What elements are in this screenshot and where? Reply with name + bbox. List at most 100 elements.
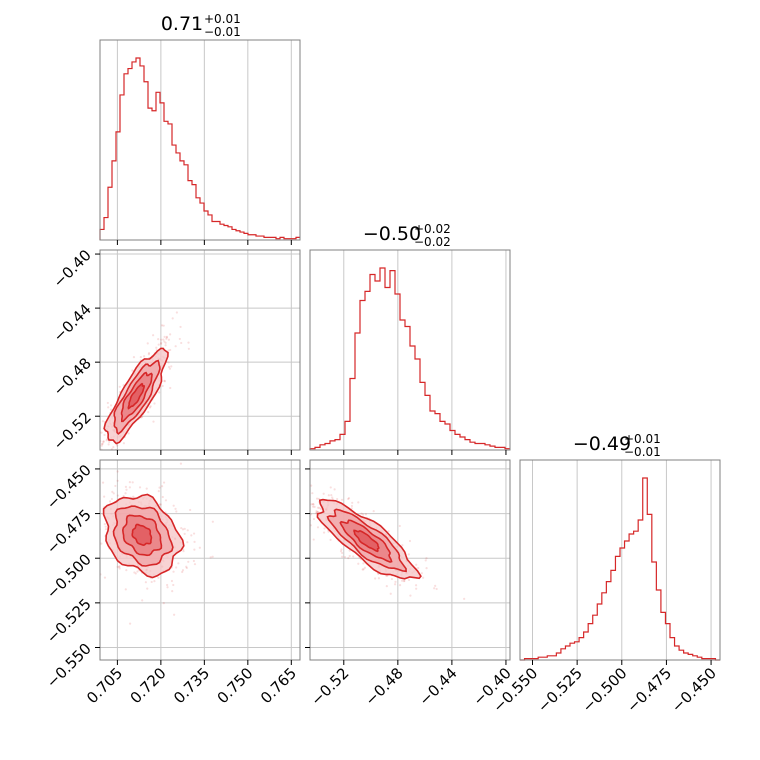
scatter-point	[407, 578, 411, 582]
scatter-point	[343, 555, 347, 559]
scatter-point	[85, 504, 87, 506]
scatter-point	[179, 462, 183, 465]
scatter-point	[310, 513, 313, 516]
scatter-point	[322, 492, 325, 495]
scatter-point	[377, 577, 381, 580]
y-tick-label: −0.40	[50, 246, 95, 291]
scatter-point	[307, 501, 309, 503]
scatter-point	[134, 572, 137, 575]
scatter-point	[92, 545, 94, 547]
scatter-point	[90, 531, 92, 533]
scatter-point	[118, 385, 121, 388]
scatter-point	[316, 526, 320, 529]
scatter-point	[160, 338, 163, 341]
scatter-point	[211, 555, 214, 558]
scatter-point	[312, 505, 315, 508]
scatter-point	[425, 557, 428, 560]
scatter-point	[162, 338, 165, 341]
scatter-point	[393, 583, 397, 586]
scatter-point	[162, 601, 165, 605]
scatter-point	[362, 568, 365, 571]
contour-level	[131, 523, 153, 547]
scatter-point	[102, 440, 105, 443]
scatter-point	[183, 527, 186, 530]
scatter-point	[100, 442, 104, 446]
scatter-point	[435, 587, 438, 591]
scatter-point	[315, 509, 318, 513]
pair-content	[88, 311, 190, 457]
scatter-point	[81, 495, 83, 497]
scatter-point	[116, 470, 119, 473]
scatter-point	[88, 453, 90, 455]
scatter-point	[150, 580, 153, 584]
x-tick-label: −0.525	[534, 664, 586, 716]
scatter-point	[175, 566, 178, 569]
scatter-point	[127, 432, 130, 435]
scatter-point	[128, 481, 131, 484]
x-tick-label: 0.705	[83, 664, 126, 707]
scatter-point	[352, 555, 355, 558]
scatter-point	[128, 622, 132, 625]
scatter-point	[341, 555, 344, 558]
scatter-point	[420, 572, 423, 575]
scatter-point	[193, 540, 196, 543]
scatter-point	[100, 431, 103, 434]
scatter-point	[86, 531, 88, 533]
scatter-point	[164, 499, 168, 502]
x-tick-label: −0.44	[415, 664, 460, 709]
scatter-point	[341, 551, 344, 555]
scatter-point	[167, 365, 171, 369]
histogram-step-line	[99, 57, 300, 240]
scatter-point	[317, 510, 320, 514]
scatter-point	[95, 441, 97, 443]
scatter-point	[331, 496, 334, 499]
scatter-point	[389, 592, 392, 595]
scatter-point	[312, 517, 316, 521]
scatter-point	[162, 481, 166, 484]
scatter-point	[106, 454, 108, 456]
scatter-point	[166, 586, 169, 589]
scatter-point	[139, 355, 142, 359]
scatter-point	[114, 484, 117, 488]
scatter-point	[186, 541, 189, 544]
scatter-point	[415, 587, 418, 590]
pair-axes-0-1	[99, 249, 301, 451]
x-tick-label: 0.750	[214, 664, 257, 707]
scatter-point	[350, 507, 353, 510]
scatter-point	[327, 494, 330, 497]
scatter-point	[303, 475, 305, 477]
scatter-point	[159, 342, 163, 345]
scatter-point	[111, 490, 114, 493]
scatter-point	[138, 486, 142, 489]
scatter-point	[161, 485, 164, 488]
scatter-point	[147, 352, 151, 355]
scatter-point	[185, 565, 188, 568]
scatter-point	[92, 455, 94, 457]
scatter-point	[96, 523, 98, 525]
title-upper-error: +0.01	[204, 12, 241, 26]
scatter-point	[329, 538, 332, 541]
scatter-point	[141, 599, 144, 602]
scatter-point	[414, 584, 418, 587]
pair-panel-1-2	[297, 460, 510, 660]
pair-panel-0-2	[81, 460, 300, 660]
scatter-point	[109, 404, 113, 407]
histogram-axes-2	[519, 459, 721, 661]
title-upper-error: +0.02	[414, 222, 451, 236]
scatter-point	[84, 492, 86, 494]
histogram-panel-2	[520, 460, 720, 661]
scatter-point	[149, 405, 152, 408]
pair-content	[297, 475, 466, 600]
scatter-point	[92, 527, 94, 529]
scatter-point	[361, 568, 364, 571]
scatter-point	[104, 525, 107, 528]
scatter-point	[311, 492, 314, 495]
scatter-point	[169, 348, 172, 352]
scatter-point	[116, 494, 119, 497]
scatter-point	[116, 444, 119, 447]
scatter-point	[161, 495, 164, 499]
scatter-point	[178, 337, 181, 341]
scatter-point	[297, 493, 299, 495]
scatter-point	[124, 485, 128, 488]
